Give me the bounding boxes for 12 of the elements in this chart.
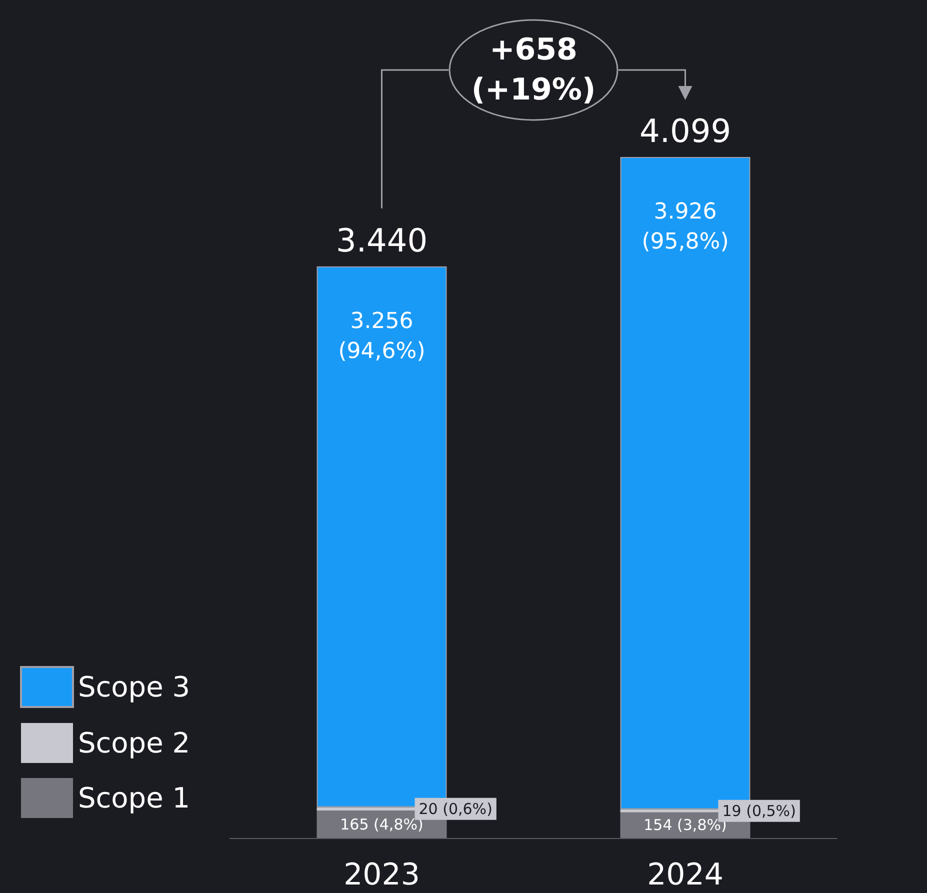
data-label: 3.926 (95,8%) [642, 200, 729, 254]
data-label: 20 (0,6%) [418, 800, 492, 818]
x-tick-label: 2024 [647, 858, 724, 892]
total-label: 4.099 [639, 112, 732, 150]
data-label: 3.256 (94,6%) [338, 308, 426, 364]
legend-label: Scope 3 [78, 670, 190, 704]
total-label: 3.440 [336, 221, 428, 260]
legend-label: Scope 2 [78, 726, 190, 760]
legend-label: Scope 1 [78, 782, 190, 814]
data-label: 165 (4,8%) [340, 815, 424, 834]
text: +658 (+19%) [471, 32, 596, 108]
x-tick-label: 2023 [344, 858, 420, 892]
